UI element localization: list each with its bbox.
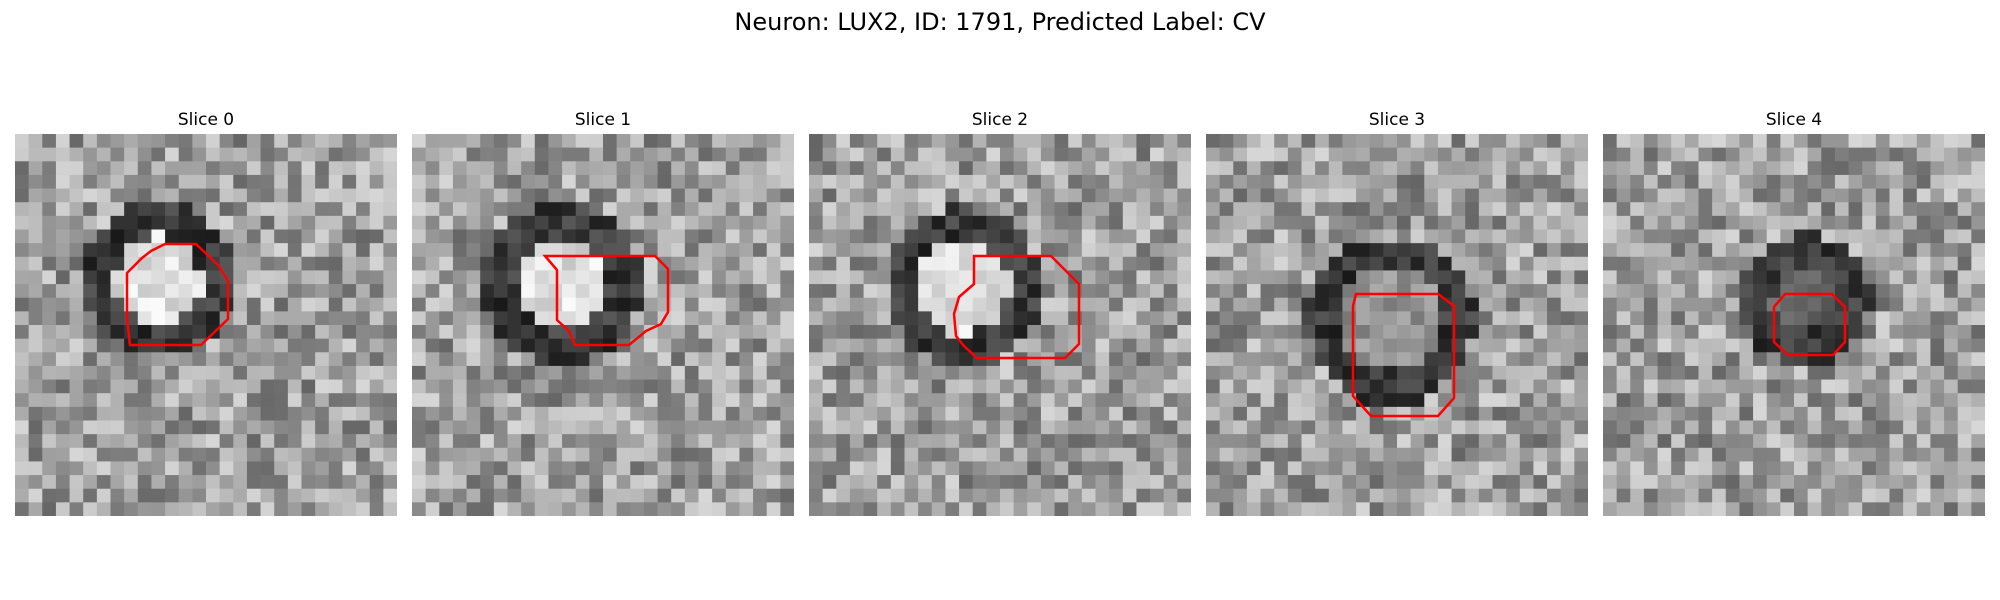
- slice-image: [1603, 134, 1985, 516]
- figure-title: Neuron: LUX2, ID: 1791, Predicted Label:…: [734, 8, 1266, 36]
- neuron-contour: [542, 254, 670, 347]
- grayscale-pixel-grid: [1603, 134, 1985, 516]
- slice-title: Slice 4: [1765, 110, 1823, 130]
- neuron-contour: [1351, 292, 1456, 418]
- grayscale-pixel-grid: [809, 134, 1191, 516]
- neuron-contour: [125, 242, 230, 347]
- slice-panel-0: Slice 0: [15, 106, 397, 516]
- slice-panel-3: Slice 3: [1206, 106, 1588, 516]
- slice-panel-2: Slice 2: [809, 106, 1191, 516]
- grayscale-pixel-grid: [412, 134, 794, 516]
- slice-image: [1206, 134, 1588, 516]
- slice-panel-1: Slice 1: [412, 106, 794, 516]
- slice-image: [412, 134, 794, 516]
- slice-image: [15, 134, 397, 516]
- slice-title: Slice 3: [1368, 110, 1426, 130]
- slice-image: [809, 134, 1191, 516]
- grayscale-pixel-grid: [1206, 134, 1588, 516]
- neuron-contour: [952, 254, 1081, 360]
- slice-title: Slice 2: [971, 110, 1029, 130]
- slice-title: Slice 1: [574, 110, 632, 130]
- slice-title: Slice 0: [177, 110, 235, 130]
- slice-panel-4: Slice 4: [1603, 106, 1985, 516]
- grayscale-pixel-grid: [15, 134, 397, 516]
- neuron-contour: [1772, 292, 1847, 357]
